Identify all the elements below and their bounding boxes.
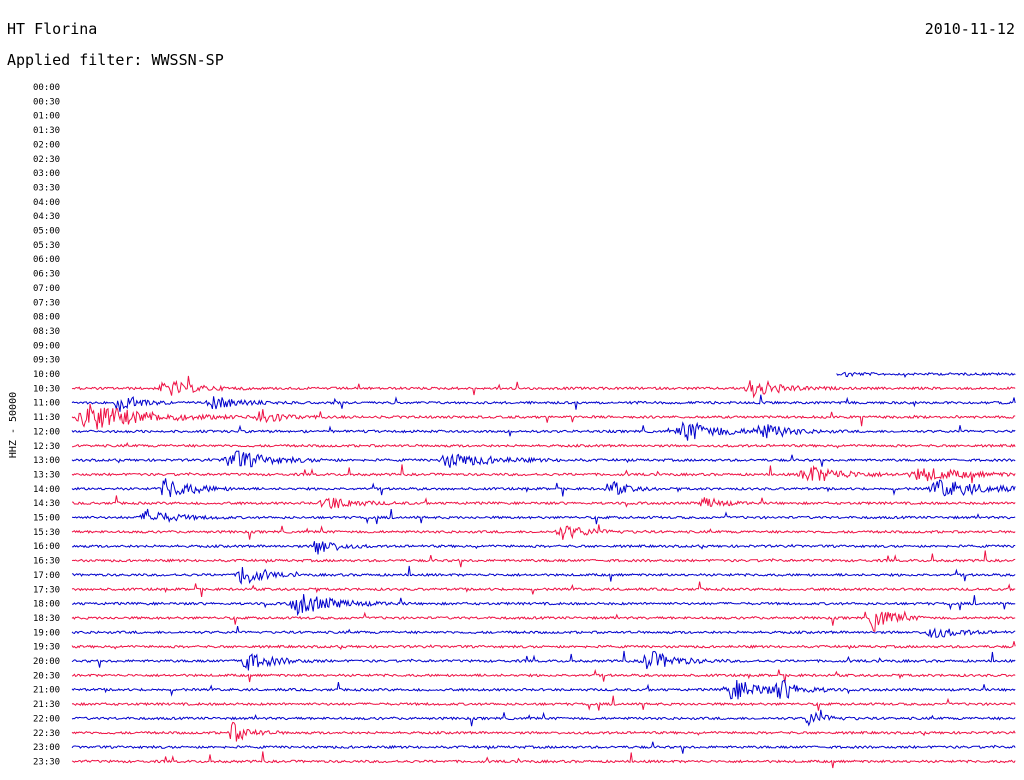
trace-1230 xyxy=(71,442,1016,449)
trace-2130 xyxy=(71,695,1016,711)
tick-label-0930: 09:30 xyxy=(33,356,60,366)
trace-1700 xyxy=(71,565,1016,585)
tick-label-1800: 18:00 xyxy=(33,600,60,610)
trace-1330 xyxy=(71,464,1016,484)
tick-label-0100: 01:00 xyxy=(33,112,60,122)
tick-label-2330: 23:30 xyxy=(33,757,60,767)
trace-1200 xyxy=(71,421,1016,441)
tick-label-0800: 08:00 xyxy=(33,313,60,323)
tick-label-2000: 20:00 xyxy=(33,657,60,667)
tick-label-2300: 23:00 xyxy=(33,743,60,753)
tick-label-0400: 04:00 xyxy=(33,198,60,208)
tick-label-2230: 22:30 xyxy=(33,729,60,739)
trace-1900 xyxy=(71,625,1016,638)
tick-label-1230: 12:30 xyxy=(33,442,60,452)
tick-label-1200: 12:00 xyxy=(33,427,60,437)
trace-2200 xyxy=(71,709,1016,727)
y-axis-label: HHZ - 50000 xyxy=(8,392,19,458)
tick-label-0230: 02:30 xyxy=(33,155,60,165)
seismic-traces xyxy=(71,371,1016,769)
tick-label-0500: 05:00 xyxy=(33,227,60,237)
trace-1830 xyxy=(71,610,1016,633)
trace-1030 xyxy=(71,375,1016,399)
trace-1400 xyxy=(71,478,1016,498)
tick-label-0030: 00:30 xyxy=(33,97,60,107)
tick-label-0530: 05:30 xyxy=(33,241,60,251)
trace-1100 xyxy=(71,394,1016,412)
tick-label-1030: 10:30 xyxy=(33,384,60,394)
trace-1800 xyxy=(71,594,1016,617)
tick-label-0630: 06:30 xyxy=(33,270,60,280)
tick-label-0000: 00:00 xyxy=(33,83,60,93)
trace-2300 xyxy=(71,741,1016,754)
trace-1730 xyxy=(71,581,1016,597)
tick-label-2030: 20:30 xyxy=(33,671,60,681)
tick-label-2130: 21:30 xyxy=(33,700,60,710)
trace-2100 xyxy=(71,679,1016,700)
tick-label-0300: 03:00 xyxy=(33,169,60,179)
trace-2330 xyxy=(71,751,1016,769)
tick-label-0430: 04:30 xyxy=(33,212,60,222)
trace-2000 xyxy=(71,650,1016,671)
tick-label-1930: 19:30 xyxy=(33,643,60,653)
trace-1930 xyxy=(71,641,1016,651)
station-name: HT Florina xyxy=(7,20,98,38)
trace-1500 xyxy=(71,508,1016,525)
tick-label-1630: 16:30 xyxy=(33,557,60,567)
tick-label-0130: 01:30 xyxy=(33,126,60,136)
tick-label-0700: 07:00 xyxy=(33,284,60,294)
tick-label-1300: 13:00 xyxy=(33,456,60,466)
tick-label-1430: 14:30 xyxy=(33,499,60,509)
trace-1630 xyxy=(71,550,1016,568)
trace-2230 xyxy=(71,721,1016,742)
tick-label-2100: 21:00 xyxy=(33,686,60,696)
tick-label-1400: 14:00 xyxy=(33,485,60,495)
trace-1130 xyxy=(71,403,1016,430)
tick-label-0200: 02:00 xyxy=(33,140,60,150)
tick-label-0330: 03:30 xyxy=(33,183,60,193)
filter-label: Applied filter: WWSSN-SP xyxy=(7,51,224,69)
record-date: 2010-11-12 xyxy=(924,20,1015,38)
tick-label-1530: 15:30 xyxy=(33,528,60,538)
tick-label-0830: 08:30 xyxy=(33,327,60,337)
tick-label-1500: 15:00 xyxy=(33,514,60,524)
trace-1430 xyxy=(71,495,1016,510)
trace-1530 xyxy=(71,524,1016,540)
tick-label-0730: 07:30 xyxy=(33,298,60,308)
tick-label-1600: 16:00 xyxy=(33,542,60,552)
trace-1000 xyxy=(836,371,1016,378)
tick-label-1100: 11:00 xyxy=(33,399,60,409)
tick-label-1700: 17:00 xyxy=(33,571,60,581)
trace-2030 xyxy=(71,668,1016,684)
time-tick-labels: 00:00 00:30 01:00 01:30 02:00 02:30 03:00 03:30… xyxy=(33,83,60,767)
tick-label-1830: 18:30 xyxy=(33,614,60,624)
trace-1600 xyxy=(71,541,1016,555)
tick-label-1330: 13:30 xyxy=(33,470,60,480)
tick-label-0600: 06:00 xyxy=(33,255,60,265)
tick-label-1900: 19:00 xyxy=(33,628,60,638)
tick-label-0900: 09:00 xyxy=(33,341,60,351)
tick-label-1130: 11:30 xyxy=(33,413,60,423)
tick-label-2200: 22:00 xyxy=(33,714,60,724)
tick-label-1730: 17:30 xyxy=(33,585,60,595)
trace-1300 xyxy=(71,450,1016,468)
tick-label-1000: 10:00 xyxy=(33,370,60,380)
